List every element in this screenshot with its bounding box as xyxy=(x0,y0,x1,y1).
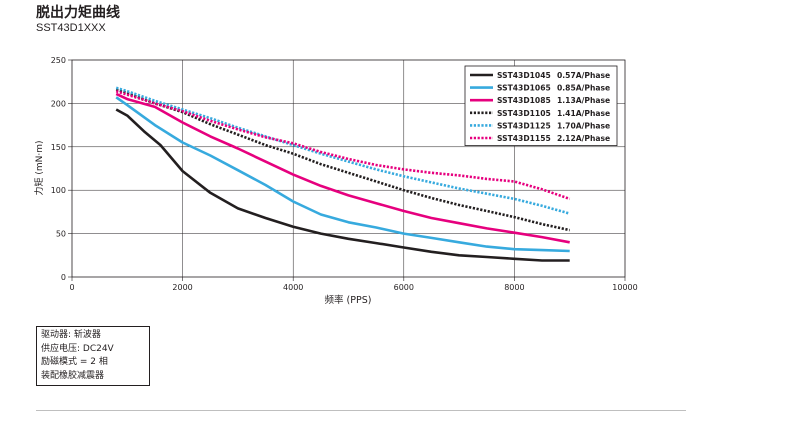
x-tick-labels: 0 2000 4000 6000 8000 10000 xyxy=(69,283,637,292)
legend-series-current: 1.41A/Phase xyxy=(557,109,610,118)
footer-divider xyxy=(36,410,686,411)
page-subtitle: SST43D1XXX xyxy=(36,22,106,34)
x-tick-label: 4000 xyxy=(283,283,303,292)
x-tick-label: 0 xyxy=(69,283,74,292)
x-tick-label: 8000 xyxy=(504,283,524,292)
legend-series-name: SST43D1065 xyxy=(497,84,551,93)
legend-series-name: SST43D1045 xyxy=(497,71,551,80)
page-title: 脱出力矩曲线 xyxy=(36,5,120,21)
y-tick-label: 250 xyxy=(51,56,66,65)
series-line-sst43d1045 xyxy=(115,108,570,262)
plot-area-frame xyxy=(71,59,626,278)
y-tick-label: 50 xyxy=(56,230,66,239)
y-tick-label: 0 xyxy=(61,273,66,282)
legend-series-name: SST43D1105 xyxy=(497,109,551,118)
legend-series-current: 1.70A/Phase xyxy=(557,121,610,130)
series-lines xyxy=(115,86,571,262)
y-tick-label: 150 xyxy=(51,143,66,152)
y-axis-label: 力矩 (mN·m) xyxy=(33,140,45,195)
x-tick-label: 6000 xyxy=(394,283,414,292)
series-line-sst43d1085 xyxy=(115,92,570,244)
legend-series-current: 0.57A/Phase xyxy=(557,71,610,80)
test-conditions-box: 驱动器: 斩波器 供应电压: DC24V 励磁模式 = 2 相 装配橡胶减震器 xyxy=(36,326,150,386)
note-excitation: 励磁模式 = 2 相 xyxy=(41,357,108,367)
x-axis-label: 频率 (PPS) xyxy=(325,294,372,306)
x-tick-label: 10000 xyxy=(612,283,637,292)
legend: SST43D1045 0.57A/Phase SST43D1065 0.85A/Pha… xyxy=(464,65,618,146)
x-tick-label: 2000 xyxy=(172,283,192,292)
series-line-sst43d1065 xyxy=(115,96,570,253)
series-line-sst43d1125 xyxy=(115,86,571,215)
note-driver: 驱动器: 斩波器 xyxy=(41,330,101,340)
y-tick-labels: 0 50 100 150 200 250 xyxy=(51,56,66,282)
y-tick-label: 100 xyxy=(51,186,66,195)
legend-series-name: SST43D1155 xyxy=(497,134,551,143)
legend-box xyxy=(464,65,618,146)
legend-series-current: 1.13A/Phase xyxy=(557,96,610,105)
note-voltage: 供应电压: DC24V xyxy=(41,343,114,354)
legend-series-name: SST43D1085 xyxy=(497,96,551,105)
legend-series-current: 0.85A/Phase xyxy=(557,84,610,93)
legend-series-current: 2.12A/Phase xyxy=(557,134,610,143)
legend-series-name: SST43D1125 xyxy=(497,121,551,130)
note-damper: 装配橡胶减震器 xyxy=(41,370,105,381)
y-tick-label: 200 xyxy=(51,99,66,108)
